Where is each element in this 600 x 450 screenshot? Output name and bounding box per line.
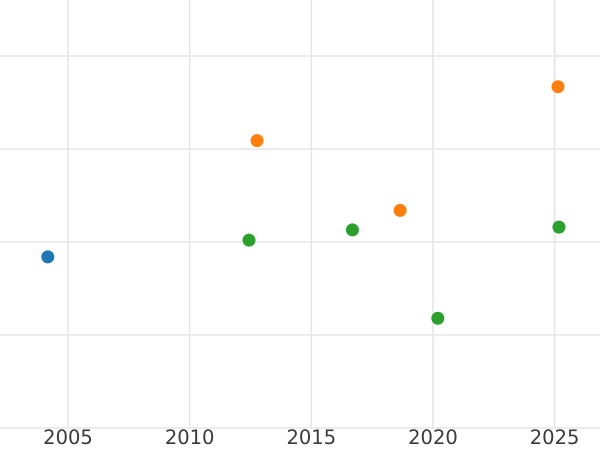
data-point-green	[552, 220, 566, 234]
data-point-orange	[551, 80, 565, 94]
data-point-orange	[393, 203, 407, 217]
data-point-blue	[41, 250, 55, 264]
x-tick-label: 2010	[165, 426, 215, 449]
x-tick-label: 2020	[408, 426, 458, 449]
x-tick-label: 2005	[43, 426, 93, 449]
x-tick-label: 2025	[530, 426, 580, 449]
data-point-orange	[250, 134, 264, 148]
data-point-green	[345, 223, 359, 237]
data-point-green	[242, 233, 256, 247]
data-point-green	[431, 311, 445, 325]
x-tick-label: 2015	[286, 426, 336, 449]
